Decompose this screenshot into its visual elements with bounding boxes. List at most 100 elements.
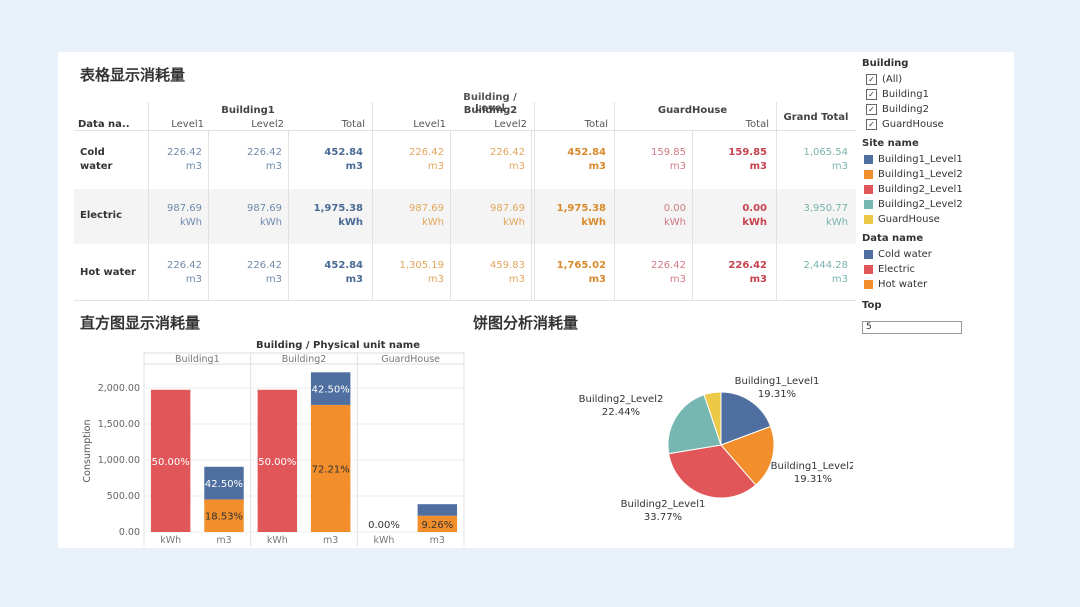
legend-swatch <box>864 250 873 259</box>
pie-slice <box>720 425 775 486</box>
pie-slice-label: Building2_Level2 <box>579 394 664 405</box>
table-cell-unit: kWh <box>179 217 202 228</box>
legend-label: GuardHouse <box>878 214 940 225</box>
site-legend: Building1_Level1 Building1_Level2 Building… <box>862 152 1022 227</box>
table-cell: 1,065.54 m3 <box>773 146 848 174</box>
table-row-band <box>74 189 856 244</box>
table-cell: 1,305.19 m3 <box>369 259 444 287</box>
legend-item[interactable]: Building1_Level1 <box>862 152 1022 167</box>
building-filter-label: Building1 <box>882 89 929 100</box>
bar-segment-label: 42.50% <box>312 385 350 396</box>
table-cell-unit: kWh <box>742 217 767 228</box>
table-cell-value: 987.69 <box>167 203 202 214</box>
legend-item[interactable]: Electric <box>862 262 1022 277</box>
table-cell-value: 226.42 <box>247 260 282 271</box>
consumption-pie-chart: Building1_Level1 19.31% Building1_Level2 19… <box>579 376 853 523</box>
building-filter-option[interactable]: ✓ (All) <box>862 72 1022 87</box>
bar-segment <box>417 515 458 532</box>
table-group-header: Building2 <box>463 105 518 116</box>
table-cell-value: 1,975.38 <box>556 203 606 214</box>
table-cell-value: 987.69 <box>247 203 282 214</box>
table-col-header: Level2 <box>251 119 284 130</box>
table-col-divider <box>208 130 209 300</box>
table-cell-unit: kWh <box>338 217 363 228</box>
bar-x-tick-label: kWh <box>160 535 181 546</box>
table-cell: 226.42 m3 <box>148 259 202 287</box>
table-col-header: Level2 <box>494 119 527 130</box>
legend-item[interactable]: Building2_Level1 <box>862 182 1022 197</box>
checkbox-checked-icon[interactable]: ✓ <box>866 119 877 130</box>
consumption-bar-chart: Building / Physical unit name Building1 Bu… <box>82 340 465 546</box>
building-filter-title: Building <box>862 58 909 69</box>
legend-item[interactable]: Cold water <box>862 247 1022 262</box>
building-filter-label: Building2 <box>882 104 929 115</box>
table-cell-value: 3,950.77 <box>803 203 848 214</box>
table-col-divider <box>692 130 693 300</box>
table-cell-value: 987.69 <box>409 203 444 214</box>
legend-item[interactable]: Building1_Level2 <box>862 167 1022 182</box>
table-cell-unit: kWh <box>825 217 848 228</box>
pie-slice-label: Building1_Level1 <box>735 376 820 387</box>
checkbox-checked-icon[interactable]: ✓ <box>866 104 877 115</box>
table-cell: 2,444.28 m3 <box>773 259 848 287</box>
table-cell-unit: m3 <box>749 274 767 285</box>
legend-swatch <box>864 265 873 274</box>
legend-swatch <box>864 280 873 289</box>
bar-group-label: Building1 <box>175 354 220 365</box>
table-cell: 987.69 kWh <box>369 202 444 230</box>
table-grand-total-header: Grand Total <box>783 112 849 123</box>
building-filter-option[interactable]: ✓ Building1 <box>862 87 1022 102</box>
table-row-label: Electric <box>80 209 122 223</box>
bar-segment <box>310 372 351 405</box>
bar-y-tick-label: 0.00 <box>119 527 140 538</box>
legend-label: Building1_Level2 <box>878 169 963 180</box>
checkbox-checked-icon[interactable]: ✓ <box>866 89 877 100</box>
dashboard-card: 表格显示消耗量 Building / Level Data na.. Buildin… <box>58 52 1014 548</box>
table-cell-value: 1,975.38 <box>313 203 363 214</box>
table-cell-unit: kWh <box>581 217 606 228</box>
data-legend-title: Data name <box>862 233 924 244</box>
table-col-divider <box>534 102 535 300</box>
legend-item[interactable]: Hot water <box>862 277 1022 292</box>
legend-item[interactable]: Building2_Level2 <box>862 197 1022 212</box>
table-cell-value: 159.85 <box>728 147 767 158</box>
pie-slice <box>667 394 722 455</box>
table-cell-unit: m3 <box>265 274 282 285</box>
pie-slice <box>668 444 757 499</box>
table-cell: 226.42 m3 <box>450 146 525 174</box>
data-legend: Cold water Electric Hot water <box>862 247 1022 292</box>
table-header-divider <box>74 130 856 131</box>
pie-slice-label: Building1_Level2 <box>771 461 853 472</box>
filter-sidebar: Building ✓ (All) ✓ Building1 ✓ Building2 ✓ Guar… <box>862 58 1022 334</box>
building-filter-option[interactable]: ✓ Building2 <box>862 102 1022 117</box>
legend-item[interactable]: GuardHouse <box>862 212 1022 227</box>
table-row-label-line: Hot water <box>80 267 136 278</box>
table-cell: 226.42 m3 <box>148 146 202 174</box>
table-cell: 987.69 kWh <box>450 202 525 230</box>
table-cell-value: 0.00 <box>742 203 767 214</box>
checkbox-checked-icon[interactable]: ✓ <box>866 74 877 85</box>
top-n-input[interactable] <box>862 320 962 334</box>
pie-slice-percent: 33.77% <box>644 512 682 523</box>
table-cell-unit: m3 <box>508 274 525 285</box>
table-col-header: Total <box>584 119 608 130</box>
table-cell: 459.83 m3 <box>450 259 525 287</box>
building-filter-option[interactable]: ✓ GuardHouse <box>862 117 1022 132</box>
table-cell-unit: m3 <box>669 161 686 172</box>
table-section-title: 表格显示消耗量 <box>80 66 186 84</box>
bar-x-tick-label: kWh <box>374 535 395 546</box>
table-col-divider <box>776 102 777 300</box>
table-row-label-line: Electric <box>80 210 123 221</box>
table-cell: 987.69 kWh <box>148 202 202 230</box>
table-cell-value: 1,305.19 <box>399 260 444 271</box>
table-col-header: Total <box>745 119 769 130</box>
bar-x-tick-label: m3 <box>216 535 231 546</box>
table-cell-value: 0.00 <box>663 203 686 214</box>
table-cell-unit: m3 <box>588 274 606 285</box>
building-filter-label: (All) <box>882 74 903 85</box>
bar-segment <box>310 404 351 532</box>
table-cell: 452.84 m3 <box>288 259 363 287</box>
bar-y-tick-label: 1,500.00 <box>98 419 140 430</box>
pie-slice-label: Building2_Level1 <box>621 499 706 510</box>
table-cell-unit: m3 <box>185 161 202 172</box>
